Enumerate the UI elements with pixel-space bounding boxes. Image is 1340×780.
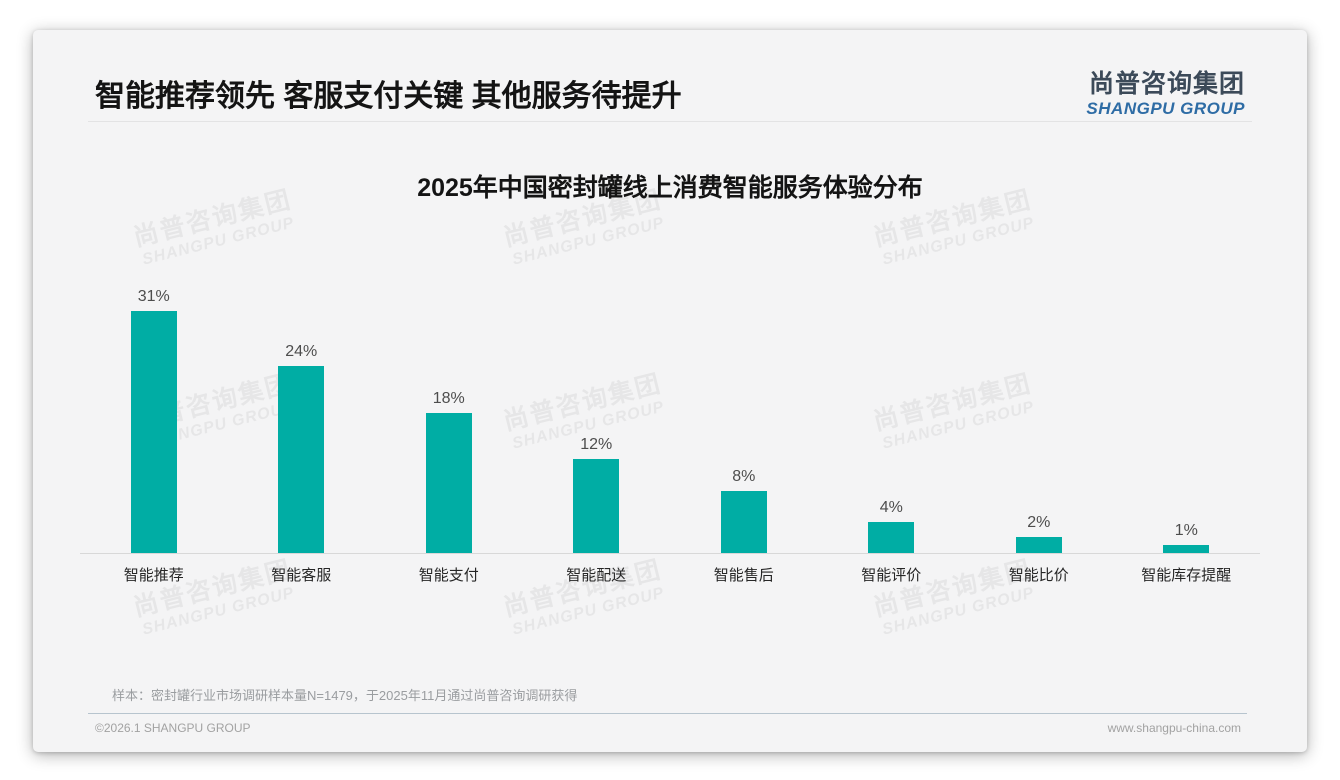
category-label: 智能推荐 [123,567,184,584]
footer-divider [88,713,1247,714]
plot-area: 31% 24% 18% 12% 8% 4% 2% 1% [80,253,1260,554]
category-label: 智能售后 [713,567,774,584]
bar [868,521,915,553]
bar-value-label: 8% [732,467,756,485]
category-label: 智能客服 [271,567,332,584]
category-label: 智能支付 [418,567,479,584]
bar-value-label: 12% [580,436,613,454]
sample-footnote: 样本：密封罐行业市场调研样本量N=1479，于2025年11月通过尚普咨询调研获… [112,688,578,703]
bar [720,490,767,553]
bar [278,365,325,553]
page-title: 智能推荐领先 客服支付关键 其他服务待提升 [95,80,682,113]
chart-title: 2025年中国密封罐线上消费智能服务体验分布 [417,174,923,202]
bar [130,311,177,553]
header: 智能推荐领先 客服支付关键 其他服务待提升 尚普咨询集团 SHANGPU GRO… [95,70,1245,119]
copyright-text: ©2026.1 SHANGPU GROUP [95,721,251,735]
category-axis: 智能推荐 智能客服 智能支付 智能配送 智能售后 智能评价 智能比价 智能库存提醒 [80,567,1260,585]
logo-chinese-text: 尚普咨询集团 [1088,70,1245,98]
bar-group: 24% [228,342,376,553]
category-label: 智能评价 [861,567,922,584]
category-label: 智能库存提醒 [1141,567,1232,584]
footer: ©2026.1 SHANGPU GROUP www.shangpu-china.… [95,721,1241,735]
bar-group: 12% [523,437,671,553]
bar-value-label: 4% [879,498,903,516]
bar-group: 31% [80,289,228,553]
bar-value-label: 18% [432,389,465,407]
logo-english-text: SHANGPU GROUP [1086,98,1245,118]
category-label: 智能比价 [1008,567,1069,584]
bar [1015,537,1062,553]
bar-group: 1% [1113,523,1261,553]
bar-group: 8% [670,467,818,553]
category-label: 智能配送 [566,567,627,584]
bar [573,459,620,553]
website-url: www.shangpu-china.com [1107,721,1241,735]
bar-group: 4% [818,498,966,553]
bar-value-label: 2% [1027,514,1051,532]
slide: 尚普咨询集团 SHANGPU GROUP 尚普咨询集团 SHANGPU GROUP 尚普… [33,30,1307,752]
bar [425,412,472,553]
bar-group: 2% [965,515,1113,553]
bar-value-label: 24% [285,342,318,360]
company-logo: 尚普咨询集团 SHANGPU GROUP [1086,70,1245,119]
header-divider [88,121,1252,122]
bar [1163,545,1210,553]
bar-value-label: 1% [1174,522,1198,540]
bar-group: 18% [375,389,523,553]
bar-value-label: 31% [137,288,170,306]
